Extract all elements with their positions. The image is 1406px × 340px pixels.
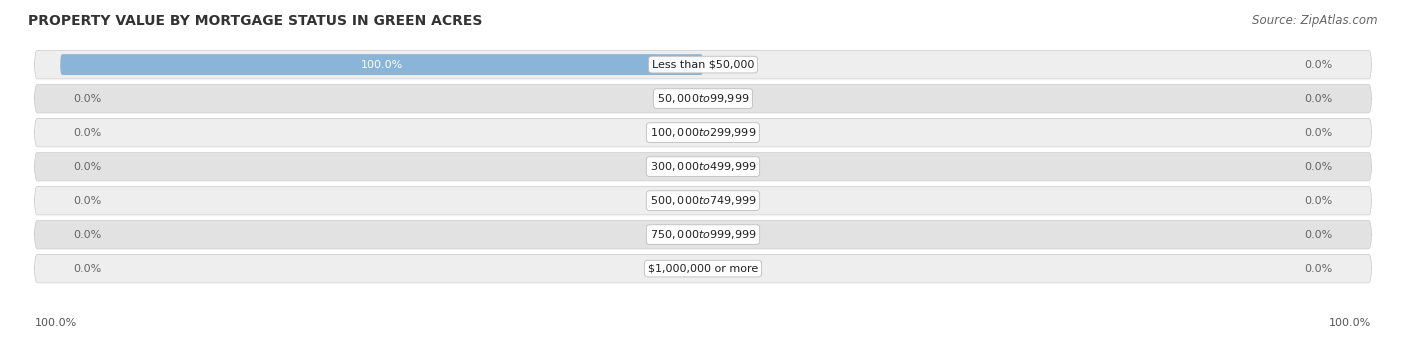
Text: 0.0%: 0.0% (1305, 128, 1333, 138)
FancyBboxPatch shape (35, 84, 1371, 113)
Text: $1,000,000 or more: $1,000,000 or more (648, 264, 758, 274)
Text: $500,000 to $749,999: $500,000 to $749,999 (650, 194, 756, 207)
FancyBboxPatch shape (35, 118, 1371, 147)
FancyBboxPatch shape (35, 186, 1371, 215)
Text: 0.0%: 0.0% (73, 195, 101, 206)
Text: 0.0%: 0.0% (1305, 162, 1333, 172)
Text: 100.0%: 100.0% (360, 59, 402, 70)
Text: $300,000 to $499,999: $300,000 to $499,999 (650, 160, 756, 173)
Text: Source: ZipAtlas.com: Source: ZipAtlas.com (1253, 14, 1378, 27)
FancyBboxPatch shape (35, 152, 1371, 181)
FancyBboxPatch shape (35, 220, 1371, 249)
Legend: Without Mortgage, With Mortgage: Without Mortgage, With Mortgage (583, 338, 823, 340)
Text: 0.0%: 0.0% (1305, 264, 1333, 274)
Text: 0.0%: 0.0% (1305, 94, 1333, 104)
Text: 0.0%: 0.0% (73, 264, 101, 274)
FancyBboxPatch shape (35, 50, 1371, 79)
Text: 0.0%: 0.0% (73, 94, 101, 104)
Text: $100,000 to $299,999: $100,000 to $299,999 (650, 126, 756, 139)
FancyBboxPatch shape (35, 254, 1371, 283)
Text: Less than $50,000: Less than $50,000 (652, 59, 754, 70)
FancyBboxPatch shape (60, 54, 703, 75)
Text: PROPERTY VALUE BY MORTGAGE STATUS IN GREEN ACRES: PROPERTY VALUE BY MORTGAGE STATUS IN GRE… (28, 14, 482, 28)
Text: 0.0%: 0.0% (1305, 59, 1333, 70)
Text: 0.0%: 0.0% (73, 162, 101, 172)
Text: 100.0%: 100.0% (1329, 318, 1371, 328)
Text: 0.0%: 0.0% (1305, 195, 1333, 206)
Text: 0.0%: 0.0% (73, 230, 101, 240)
Text: 0.0%: 0.0% (73, 128, 101, 138)
Text: $750,000 to $999,999: $750,000 to $999,999 (650, 228, 756, 241)
Text: $50,000 to $99,999: $50,000 to $99,999 (657, 92, 749, 105)
Text: 0.0%: 0.0% (1305, 230, 1333, 240)
Text: 100.0%: 100.0% (35, 318, 77, 328)
